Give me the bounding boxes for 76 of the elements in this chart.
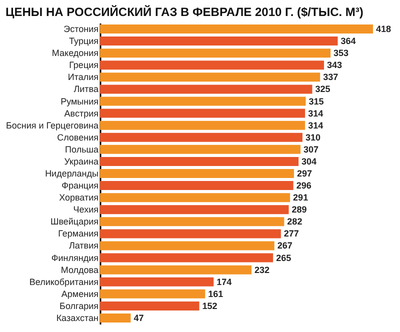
y-tick-label: Германия	[58, 228, 99, 239]
bar	[100, 48, 331, 58]
y-tick-label: Эстония	[64, 24, 99, 34]
y-tick-label: Болгария	[60, 300, 99, 311]
data-label: 265	[276, 252, 292, 263]
bar	[100, 156, 299, 166]
data-label: 297	[296, 168, 312, 178]
y-tick-label: Великобритания	[29, 276, 99, 287]
bar	[100, 229, 281, 238]
y-tick-label: Молдова	[60, 264, 98, 275]
y-tick-label: Швейцария	[50, 216, 99, 227]
data-label: 304	[302, 156, 317, 166]
bar	[100, 241, 274, 250]
y-tick-label: Турция	[69, 36, 99, 46]
y-tick-label: Финляндия	[51, 252, 99, 263]
bar	[100, 277, 214, 286]
y-tick-label: Армения	[61, 288, 99, 299]
y-tick-label: Латвия	[68, 240, 99, 251]
data-label: 307	[304, 144, 319, 154]
data-label: 291	[293, 192, 308, 203]
bar	[100, 24, 373, 34]
data-label: 296	[296, 180, 312, 191]
y-tick-label: Литва	[74, 84, 98, 94]
bar	[100, 132, 302, 142]
bar	[100, 181, 294, 190]
y-tick-label: Франция	[62, 180, 99, 191]
data-label: 310	[305, 132, 320, 142]
y-tick-label: Польша	[65, 144, 98, 154]
data-label: 343	[327, 60, 342, 70]
y-tick-label: Греция	[69, 60, 99, 70]
bar	[100, 253, 274, 262]
bar	[100, 169, 294, 178]
data-label: 277	[284, 228, 299, 239]
data-label: 174	[216, 276, 232, 287]
data-label: 314	[308, 120, 324, 130]
bar	[100, 72, 320, 82]
bar	[100, 301, 200, 310]
bar	[100, 217, 284, 226]
bar	[100, 265, 252, 274]
y-tick-label: Украина	[64, 156, 98, 166]
data-label: 325	[315, 84, 330, 94]
y-tick-label: Словения	[57, 132, 99, 142]
data-label: 418	[376, 24, 392, 34]
bar	[100, 193, 290, 202]
y-tick-label: Нидерланды	[45, 168, 98, 178]
y-tick-label: Румыния	[60, 96, 99, 106]
data-label: 47	[134, 312, 144, 323]
y-tick-label: Македония	[52, 48, 99, 58]
bar	[100, 84, 312, 94]
data-label: 353	[334, 48, 349, 58]
y-tick-label: Казахстан	[56, 312, 99, 323]
bar	[100, 60, 324, 70]
bar	[100, 313, 131, 322]
chart-title: ЦЕНЫ НА РОССИЙСКИЙ ГАЗ В ФЕВРАЛЕ 2010 Г. ($/ТЫС. М³)	[5, 5, 364, 19]
bar	[100, 289, 206, 298]
data-label: 364	[340, 36, 356, 46]
data-label: 152	[202, 300, 218, 311]
bar	[100, 144, 301, 154]
data-label: 315	[308, 96, 324, 106]
y-tick-label: Хорватия	[59, 192, 99, 203]
data-label: 314	[308, 108, 324, 118]
data-label: 282	[287, 216, 302, 227]
data-label: 337	[323, 72, 338, 82]
data-label: 161	[208, 288, 224, 299]
bar	[100, 120, 306, 130]
data-label: 232	[254, 264, 270, 275]
bar	[100, 205, 289, 214]
data-label: 289	[292, 204, 307, 215]
data-label: 267	[277, 240, 292, 251]
y-tick-label: Чехия	[73, 204, 99, 215]
bar	[100, 36, 338, 46]
bar	[100, 108, 306, 118]
y-tick-label: Австрия	[64, 108, 99, 118]
bar	[100, 96, 306, 106]
y-tick-label: Босния и Герцеговина	[6, 120, 98, 130]
y-tick-label: Италия	[68, 72, 99, 82]
